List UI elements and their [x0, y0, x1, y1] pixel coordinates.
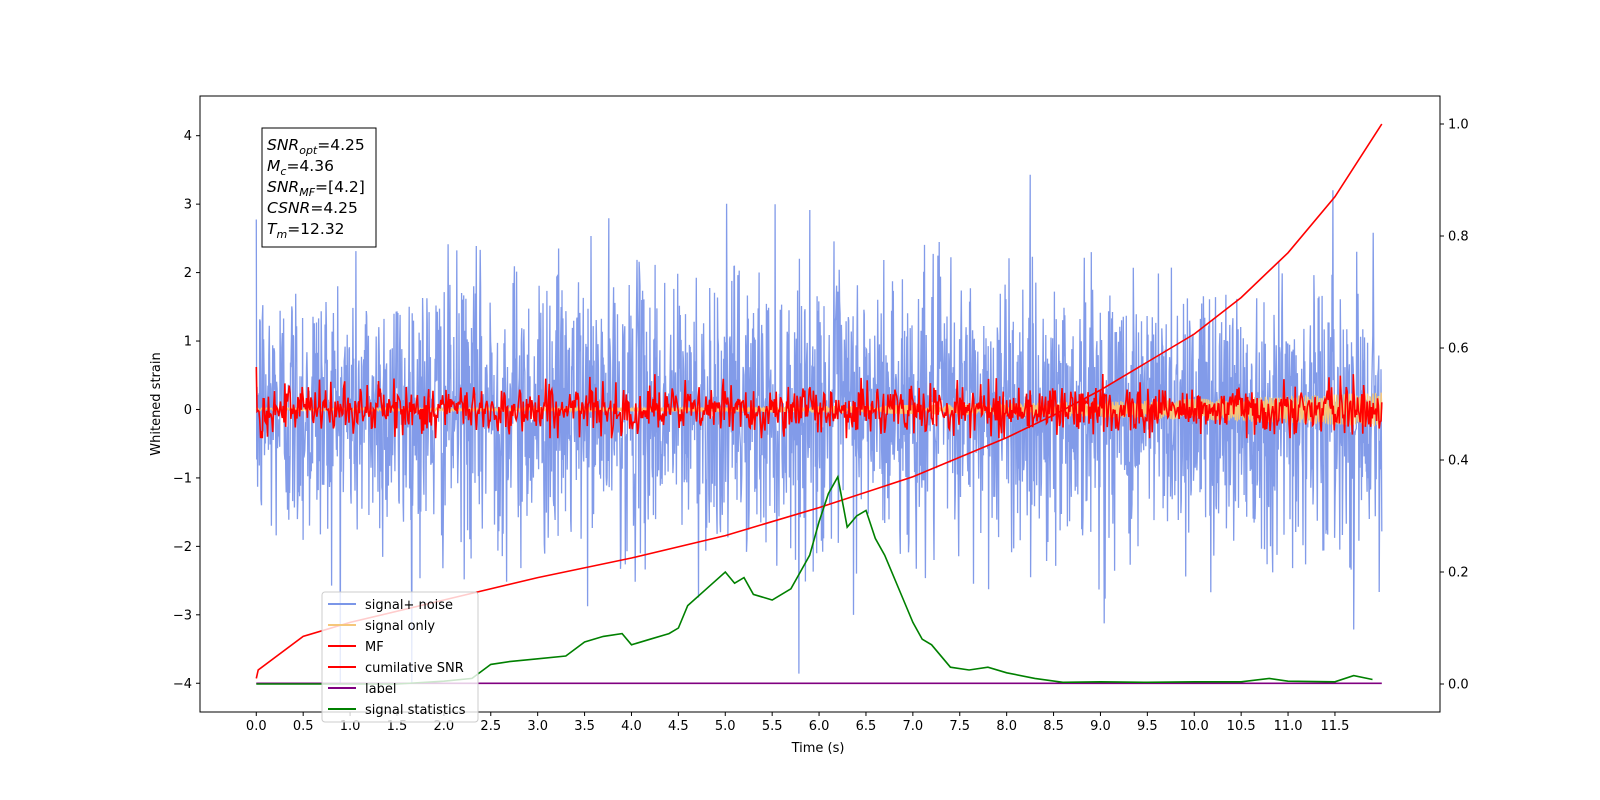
y-tick-label: 1 — [184, 335, 192, 350]
annotation-line: Mc=4.36 — [267, 157, 334, 178]
annotation-line: SNRMF=[4.2] — [267, 178, 365, 199]
y-axis-right: 0.0 0.2 0.4 0.6 0.8 1.0 — [1440, 118, 1469, 693]
x-tick-label: 5.5 — [762, 719, 783, 734]
x-tick-label: 11.5 — [1320, 719, 1349, 734]
y-tick-label: −3 — [173, 608, 192, 623]
x-tick-label: 4.0 — [621, 719, 642, 734]
y2-tick-label: 0.4 — [1448, 454, 1469, 469]
x-tick-label: 3.0 — [527, 719, 548, 734]
y-tick-label: −4 — [173, 677, 192, 692]
x-tick-label: 1.5 — [387, 719, 408, 734]
annotation-line: Tm=12.32 — [267, 220, 345, 241]
legend-label: MF — [365, 640, 384, 655]
series-signal-statistics-line — [256, 474, 1373, 685]
y2-tick-label: 0.8 — [1448, 230, 1469, 245]
x-tick-label: 5.0 — [715, 719, 736, 734]
y-tick-label: 3 — [184, 198, 192, 213]
annotation-frame — [261, 127, 377, 248]
annotation-line: SNRopt=4.25 — [267, 136, 365, 157]
y2-tick-label: 0.6 — [1448, 342, 1469, 357]
y-tick-label: −2 — [173, 540, 192, 555]
legend-label: signal only — [365, 619, 435, 634]
x-tick-label: 6.5 — [856, 719, 877, 734]
legend-label: label — [365, 682, 396, 697]
x-tick-label: 1.0 — [340, 719, 361, 734]
annotation-line: CSNR=4.25 — [267, 199, 358, 217]
x-axis-label: Time (s) — [791, 741, 845, 756]
series-mf-line — [255, 366, 1383, 439]
y-tick-label: 0 — [184, 403, 192, 418]
legend: signal+ noise signal only MF cumilative SNR… — [321, 591, 479, 723]
y-tick-label: 2 — [184, 266, 192, 281]
x-tick-label: 4.5 — [668, 719, 689, 734]
y-axis-label: Whitened strain — [149, 352, 164, 455]
y-tick-label: −1 — [173, 471, 192, 486]
x-axis: 0.0 0.5 1.0 1.5 2.0 2.5 3.0 3.5 4.0 4.5 5.0 5.5 6.0 6… — [246, 712, 1349, 734]
x-tick-label: 9.0 — [1090, 719, 1111, 734]
legend-label: cumilative SNR — [365, 661, 464, 676]
y-tick-label: 4 — [184, 129, 192, 144]
legend-label: signal statistics — [365, 703, 466, 718]
x-tick-label: 0.0 — [246, 719, 267, 734]
x-tick-label: 8.0 — [996, 719, 1017, 734]
x-tick-label: 11.0 — [1274, 719, 1303, 734]
y2-tick-label: 1.0 — [1448, 118, 1469, 133]
x-tick-label: 2.0 — [434, 719, 455, 734]
legend-frame — [321, 591, 479, 723]
x-tick-label: 3.5 — [574, 719, 595, 734]
x-tick-label: 6.0 — [809, 719, 830, 734]
x-tick-label: 10.5 — [1227, 719, 1256, 734]
y-axis-left: −4 −3 −2 −1 0 1 2 3 4 — [173, 129, 200, 692]
y2-tick-label: 0.0 — [1448, 678, 1469, 693]
x-tick-label: 7.5 — [949, 719, 970, 734]
x-tick-label: 9.5 — [1137, 719, 1158, 734]
x-tick-label: 10.0 — [1180, 719, 1209, 734]
x-tick-label: 7.0 — [903, 719, 924, 734]
x-tick-label: 8.5 — [1043, 719, 1064, 734]
axes-frame — [199, 95, 1441, 713]
x-tick-label: 2.5 — [480, 719, 501, 734]
y2-tick-label: 0.2 — [1448, 566, 1469, 581]
x-tick-label: 0.5 — [293, 719, 314, 734]
legend-label: signal+ noise — [365, 598, 453, 613]
